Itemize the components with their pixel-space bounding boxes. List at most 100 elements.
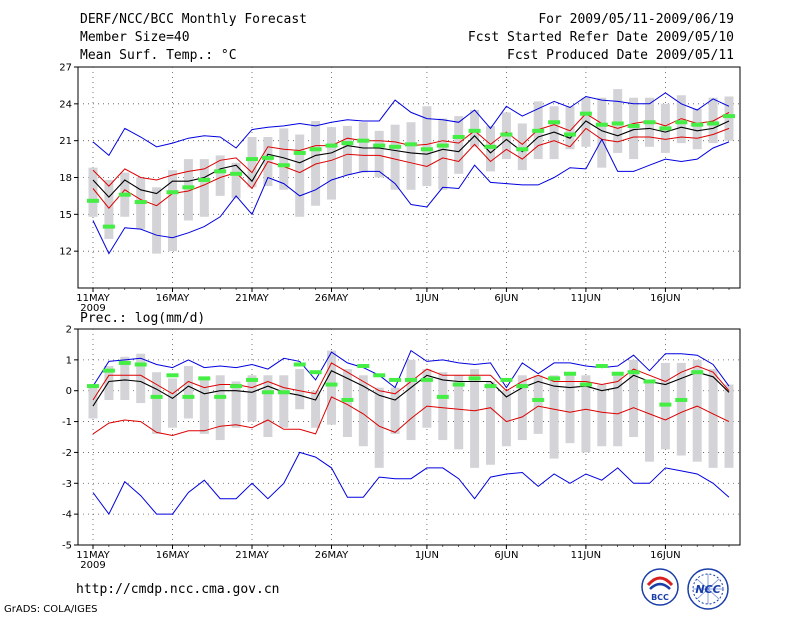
- temp-box: [374, 130, 384, 178]
- prec-ytick-label: -1: [62, 417, 72, 428]
- temp-climatology-mark: [102, 224, 115, 229]
- prec-climatology-mark: [675, 397, 688, 402]
- temp-climatology-mark: [579, 111, 592, 116]
- bcc-logo-text: BCC: [651, 593, 669, 602]
- prec-ytick-label: 0: [66, 386, 72, 397]
- prec-climatology-mark: [214, 394, 227, 399]
- prec-box: [136, 353, 146, 404]
- temp-climatology-mark: [277, 163, 290, 168]
- prec-box: [597, 384, 607, 447]
- prec-box: [613, 375, 623, 447]
- prec-box: [120, 356, 130, 400]
- prec-xtick-label: 1JUN: [415, 550, 439, 561]
- prec-climatology-mark: [484, 384, 497, 389]
- temp-box: [279, 128, 289, 190]
- prec-box: [358, 375, 368, 447]
- temp-climatology-mark: [198, 177, 211, 182]
- prec-box: [438, 372, 448, 441]
- prec-box: [390, 387, 400, 434]
- temp-box: [708, 97, 718, 144]
- prec-climatology-mark: [150, 394, 163, 399]
- prec-ytick-label: -3: [62, 479, 72, 490]
- temp-climatology-mark: [468, 128, 481, 133]
- temp-climatology-mark: [691, 122, 704, 127]
- prec-box: [454, 375, 464, 450]
- produced-date: Fcst Produced Date 2009/05/11: [507, 48, 734, 63]
- temp-box: [629, 97, 639, 160]
- prec-xtick-label: 26MAY: [315, 550, 349, 561]
- prec-climatology-mark: [309, 370, 322, 375]
- temp-box: [565, 106, 575, 150]
- prec-climatology-mark: [293, 362, 306, 367]
- prec-box: [565, 375, 575, 444]
- temp-ytick-label: 12: [59, 247, 72, 258]
- temp-climatology-mark: [405, 142, 417, 147]
- temp-xtick-label: 11JUN: [571, 293, 601, 304]
- temp-box: [517, 123, 527, 171]
- temp-box: [470, 109, 480, 147]
- prec-box: [406, 359, 416, 441]
- temp-ytick-label: 21: [59, 136, 72, 147]
- prec-xtick-label: 16MAY: [156, 550, 190, 561]
- ncc-logo-text: NCC: [695, 583, 720, 596]
- prec-box: [501, 390, 511, 447]
- prec-box: [311, 390, 321, 428]
- temp-box: [88, 167, 98, 217]
- temp-climatology-mark: [548, 120, 561, 125]
- temp-climatology-mark: [230, 171, 243, 176]
- temp-climatology-mark: [564, 132, 576, 137]
- precip-panel-title: Prec.: log(mm/d): [80, 311, 206, 326]
- prec-climatology-mark: [166, 373, 179, 378]
- prec-box: [549, 375, 559, 459]
- prec-box: [533, 375, 543, 434]
- grads-credit: GrADS: COLA/IGES: [4, 604, 98, 615]
- prec-box: [183, 366, 193, 419]
- temp-climatology-mark: [357, 138, 370, 143]
- temp-ytick-label: 24: [59, 99, 72, 110]
- prec-box: [581, 375, 591, 453]
- prec-climatology-mark: [230, 384, 243, 389]
- prec-box: [168, 378, 177, 428]
- prec-box: [215, 375, 225, 441]
- temp-climatology-mark: [246, 157, 258, 162]
- temp-box: [724, 96, 734, 141]
- temp-xtick-label: 26MAY: [315, 293, 349, 304]
- prec-climatology-mark: [516, 384, 529, 389]
- temp-climatology-mark: [643, 120, 656, 125]
- prec-box: [263, 375, 273, 437]
- temp-climatology-mark: [389, 144, 402, 149]
- prec-climatology-mark: [357, 364, 370, 369]
- prec-ytick-label: -5: [62, 541, 72, 552]
- temp-box: [676, 95, 686, 144]
- temp-series-lower: [92, 127, 730, 209]
- temp-ytick-label: 27: [59, 63, 72, 74]
- temp-xtick-label: 16JUN: [650, 293, 680, 304]
- prec-box: [279, 375, 289, 428]
- temp-climatology-mark: [261, 155, 274, 160]
- prec-series-lower: [92, 396, 730, 437]
- temp-box: [692, 108, 702, 150]
- prec-climatology-mark: [548, 376, 561, 381]
- prec-box: [486, 381, 495, 465]
- prec-climatology-mark: [579, 382, 592, 387]
- prec-box: [104, 366, 114, 400]
- prec-box: [247, 375, 257, 422]
- temp-box: [454, 116, 464, 174]
- prec-climatology-mark: [405, 377, 417, 382]
- bcc-logo: BCC: [641, 568, 679, 606]
- temp-box: [358, 122, 368, 173]
- temp-box: [422, 106, 432, 187]
- source-url[interactable]: http://cmdp.ncc.cma.gov.cn: [76, 582, 280, 597]
- prec-box: [342, 369, 352, 437]
- temp-climatology-mark: [500, 132, 513, 137]
- prec-climatology-mark: [373, 373, 386, 378]
- temp-box: [597, 97, 607, 168]
- prec-xtick-label: 16JUN: [650, 550, 680, 561]
- temp-box: [390, 124, 400, 190]
- temp-climatology-mark: [166, 190, 179, 195]
- prec-box: [152, 372, 162, 434]
- temp-climatology-mark: [420, 147, 433, 152]
- prec-climatology-mark: [691, 370, 704, 375]
- temp-box: [168, 170, 177, 252]
